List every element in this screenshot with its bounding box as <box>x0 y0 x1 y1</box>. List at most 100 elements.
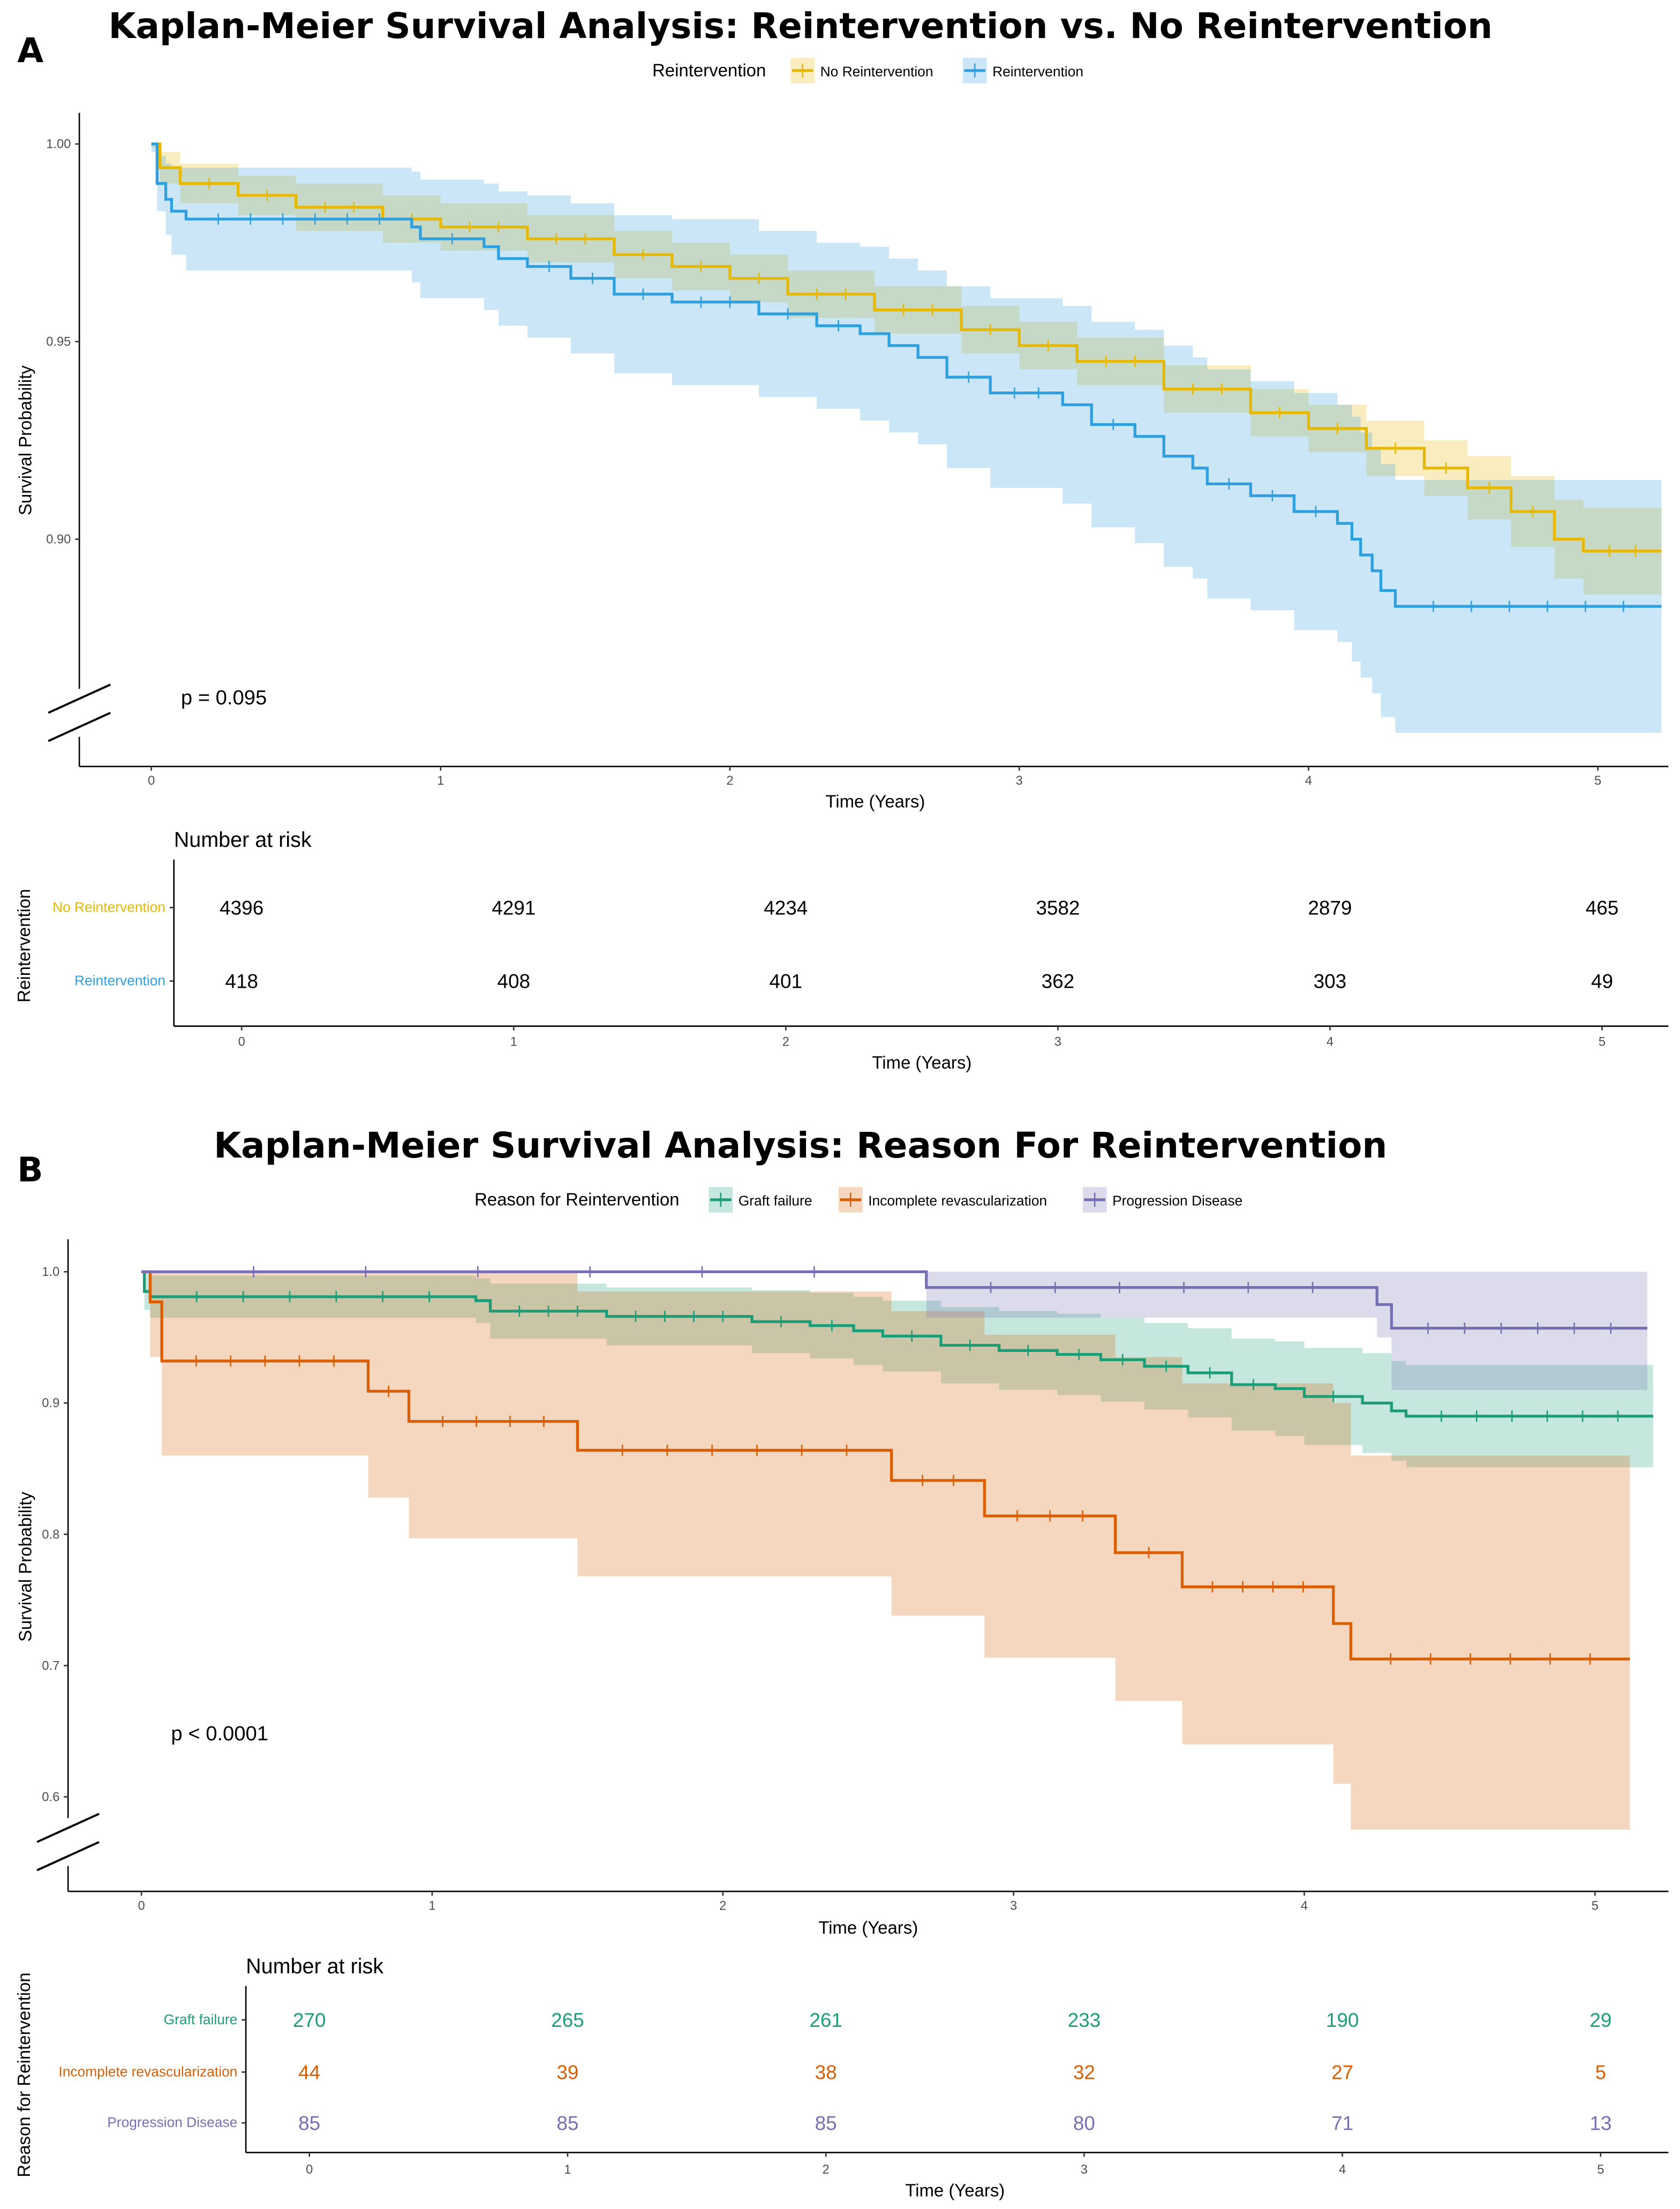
risk-count: 32 <box>1073 2062 1095 2084</box>
risk-count: 80 <box>1073 2112 1095 2134</box>
risk-count: 44 <box>298 2062 320 2084</box>
risk-row-label-progression-disease: Progression Disease <box>107 2114 237 2130</box>
risk-count: 408 <box>497 971 530 993</box>
risk-x-tick-label: 0 <box>238 1035 245 1049</box>
x-axis-title-b: Time (Years) <box>818 1918 918 1937</box>
risk-x-tick-label: 5 <box>1599 1035 1606 1049</box>
risk-x-axis-title: Time (Years) <box>872 1053 971 1072</box>
plot-a: 1.00 0.95 0.90 0 1 2 3 4 5 <box>46 112 1669 788</box>
risk-count: 85 <box>815 2112 837 2134</box>
risk-row-label-graft-failure: Graft failure <box>164 2011 238 2027</box>
risk-count: 85 <box>298 2112 320 2134</box>
risk-x-tick-label: 1 <box>564 2163 571 2177</box>
risk-x-tick-label: 2 <box>782 1035 789 1049</box>
risk-count: 265 <box>551 2009 584 2031</box>
y-tick-label: 0.7 <box>42 1659 59 1673</box>
p-value-b: p < 0.0001 <box>171 1722 268 1745</box>
risk-count: 270 <box>293 2009 326 2031</box>
risk-count: 3582 <box>1036 897 1080 919</box>
legend-label-graft-failure: Graft failure <box>739 1192 812 1208</box>
risk-count: 85 <box>556 2112 578 2134</box>
x-tick-label: 0 <box>138 1899 145 1913</box>
legend-title: Reason for Reintervention <box>474 1189 679 1209</box>
risk-count: 4291 <box>492 897 536 919</box>
legend-label-progression-disease: Progression Disease <box>1112 1192 1242 1208</box>
survival-curve-no-reintervention <box>151 142 1662 553</box>
risk-count: 5 <box>1595 2062 1607 2084</box>
legend-label-no-reintervention: No Reintervention <box>820 63 933 79</box>
x-tick-label: 0 <box>148 774 155 788</box>
risk-count: 4234 <box>764 897 808 919</box>
risk-count: 190 <box>1326 2009 1359 2031</box>
y-tick-label: 0.6 <box>42 1790 59 1804</box>
survival-curve-incomplete-revascularization <box>141 1270 1630 1660</box>
panel-label-b: B <box>17 1150 43 1190</box>
legend-label-reintervention: Reintervention <box>992 63 1083 79</box>
risk-count: 233 <box>1068 2009 1101 2031</box>
chart-title-b: Kaplan-Meier Survival Analysis: Reason F… <box>214 1125 1387 1166</box>
risk-count: 4396 <box>220 897 263 919</box>
ci-band-no-reintervention <box>151 144 1662 599</box>
p-value-a: p = 0.095 <box>181 686 267 709</box>
risk-table-a: Number at risk Reintervention Time (Years)… <box>14 828 1669 1072</box>
risk-x-tick-label: 3 <box>1054 1035 1061 1049</box>
risk-count: 38 <box>815 2062 837 2084</box>
x-tick-label: 3 <box>1016 774 1023 788</box>
axis-break-mark <box>48 683 111 714</box>
ci-band-reintervention <box>151 144 1662 733</box>
x-tick-label: 5 <box>1592 1899 1599 1913</box>
risk-count: 39 <box>556 2062 578 2084</box>
panel-label-a: A <box>17 31 43 70</box>
x-tick-label: 4 <box>1305 774 1312 788</box>
risk-y-axis-title: Reintervention <box>14 889 34 1002</box>
risk-count: 2879 <box>1308 897 1352 919</box>
risk-count: 71 <box>1331 2112 1353 2134</box>
ci-band-graft-failure <box>141 1272 1653 1468</box>
risk-count: 13 <box>1589 2112 1611 2134</box>
legend-label-incomplete-revascularization: Incomplete revascularization <box>868 1192 1047 1208</box>
risk-count: 303 <box>1314 971 1347 993</box>
y-tick-label: 0.8 <box>42 1528 59 1542</box>
risk-x-tick-label: 1 <box>510 1035 517 1049</box>
risk-x-tick-label: 4 <box>1339 2163 1346 2177</box>
risk-count: 29 <box>1589 2009 1611 2031</box>
ci-band-progression-disease <box>141 1272 1648 1390</box>
axis-break-mark <box>36 1841 100 1872</box>
y-tick-label: 0.90 <box>46 533 71 547</box>
risk-table-title: Number at risk <box>246 1955 383 1978</box>
y-tick-label: 0.9 <box>42 1396 59 1410</box>
risk-count: 401 <box>770 971 803 993</box>
risk-x-tick-label: 5 <box>1597 2163 1604 2177</box>
risk-row-label-incomplete-revascularization: Incomplete revascularization <box>58 2063 237 2079</box>
risk-table-title: Number at risk <box>174 828 312 852</box>
legend-title: Reintervention <box>652 60 766 80</box>
y-axis-title-a: Survival Probability <box>16 365 35 515</box>
risk-count: 261 <box>809 2009 842 2031</box>
risk-count: 27 <box>1331 2062 1353 2084</box>
survival-curve-reintervention <box>151 142 1662 608</box>
x-tick-label: 5 <box>1594 774 1601 788</box>
risk-x-tick-label: 2 <box>823 2163 830 2177</box>
plot-b: 1.0 0.9 0.8 0.7 0.6 0 1 2 3 4 5 <box>36 1239 1669 1913</box>
x-tick-label: 2 <box>726 774 733 788</box>
y-tick-label: 1.0 <box>42 1265 59 1279</box>
survival-curve-progression-disease <box>141 1270 1648 1330</box>
x-tick-label: 1 <box>428 1899 435 1913</box>
ci-band-incomplete-revascularization <box>141 1272 1630 1830</box>
y-axis-title-b: Survival Probability <box>16 1491 35 1641</box>
x-tick-label: 1 <box>437 774 444 788</box>
legend-b: Reason for Reintervention Graft failure In… <box>474 1187 1242 1213</box>
risk-y-axis-title: Reason for Reintervention <box>14 1972 34 2177</box>
y-tick-label: 1.00 <box>46 138 71 152</box>
survival-curve-graft-failure <box>141 1270 1653 1418</box>
x-tick-label: 2 <box>719 1899 726 1913</box>
risk-x-tick-label: 0 <box>306 2163 313 2177</box>
risk-count: 49 <box>1591 971 1613 993</box>
chart-title-a: Kaplan-Meier Survival Analysis: Reinterv… <box>108 5 1493 47</box>
risk-count: 362 <box>1042 971 1075 993</box>
x-tick-label: 3 <box>1010 1899 1017 1913</box>
x-axis-title-a: Time (Years) <box>825 791 925 811</box>
risk-row-label-reintervention: Reintervention <box>74 972 165 988</box>
risk-x-tick-label: 4 <box>1327 1035 1334 1049</box>
